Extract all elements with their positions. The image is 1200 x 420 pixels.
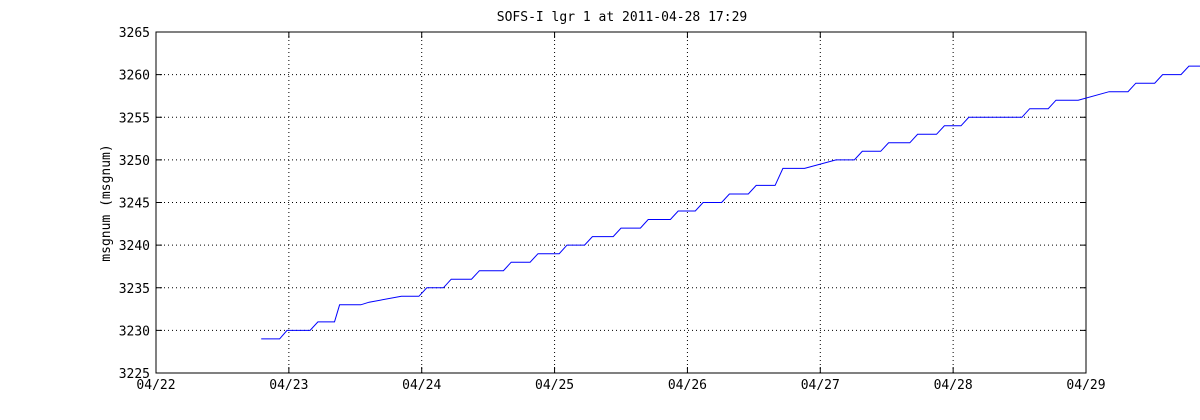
y-tick-label: 3250 — [119, 154, 150, 169]
x-tick-label: 04/27 — [801, 378, 840, 393]
x-tick-label: 04/24 — [402, 378, 441, 393]
x-tick-label: 04/22 — [136, 378, 175, 393]
y-tick-label: 3260 — [119, 69, 150, 84]
y-tick-label: 3235 — [119, 282, 150, 297]
axis-ticks — [155, 31, 1087, 374]
x-tick-label: 04/26 — [668, 378, 707, 393]
y-tick-label: 3265 — [119, 26, 150, 41]
y-axis-tick-labels: 3225 3230 3235 3240 3245 3250 3255 3260 3265 — [119, 26, 150, 382]
x-tick-label: 04/28 — [934, 378, 973, 393]
y-axis-label: msgnum (msgnum) — [99, 144, 114, 261]
x-tick-label: 04/23 — [269, 378, 308, 393]
y-tick-label: 3225 — [119, 367, 150, 382]
x-tick-label: 04/25 — [535, 378, 574, 393]
y-tick-label: 3230 — [119, 324, 150, 339]
series-group — [261, 65, 1200, 340]
x-axis-tick-labels: 04/22 04/23 04/24 04/25 04/26 04/27 04/28 04/29 — [136, 378, 1105, 393]
series-line — [261, 65, 1200, 340]
y-tick-label: 3240 — [119, 239, 150, 254]
x-tick-label: 04/29 — [1066, 378, 1105, 393]
grid — [156, 32, 1086, 373]
y-tick-label: 3255 — [119, 111, 150, 126]
y-tick-label: 3245 — [119, 197, 150, 212]
chart-title: SOFS-I lgr 1 at 2011-04-28 17:29 — [497, 10, 747, 25]
